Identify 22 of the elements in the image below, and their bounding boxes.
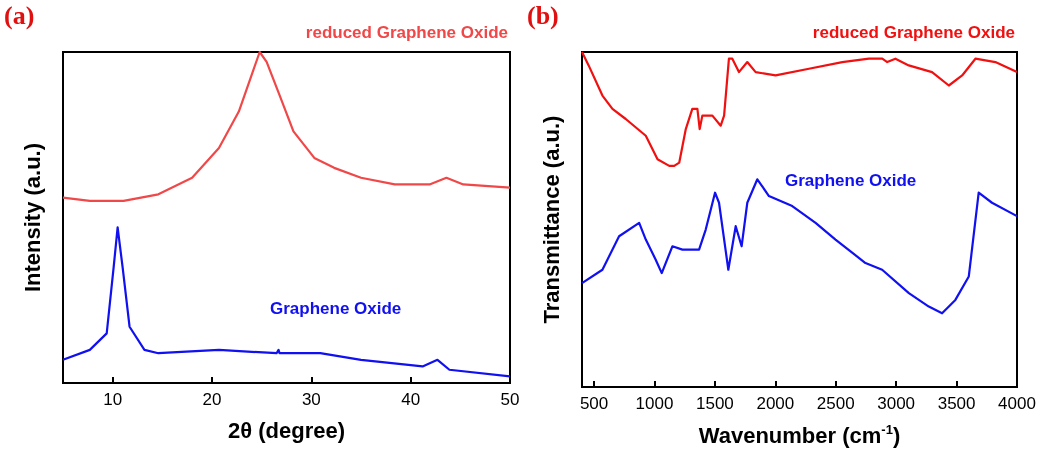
series-label: Graphene Oxide xyxy=(785,171,917,190)
x-tick-label: 10 xyxy=(103,390,123,409)
x-tick-label: 20 xyxy=(202,390,222,409)
text: (b) xyxy=(527,0,559,30)
x-tick-label: 500 xyxy=(579,394,609,413)
x-tick-label: 3500 xyxy=(937,394,976,413)
x-tick-label: 30 xyxy=(301,390,321,409)
x-tick-label: 2000 xyxy=(756,394,795,413)
y-axis-title: Intensity (a.u.) xyxy=(19,142,45,293)
text: (a) xyxy=(4,0,35,30)
series-label: reduced Graphene Oxide xyxy=(812,23,1015,42)
x-tick-label: 1000 xyxy=(635,394,674,413)
x-tick-label: 2500 xyxy=(816,394,855,413)
x-tick-label: 50 xyxy=(500,390,520,409)
x-axis-title: 2θ (degree) xyxy=(227,417,346,443)
x-tick-label: 40 xyxy=(401,390,421,409)
x-tick-label: 3000 xyxy=(877,394,916,413)
x-tick-label: 1500 xyxy=(696,394,734,413)
x-tick-label: 4000 xyxy=(998,394,1036,413)
y-axis-title: Transmittance (a.u.) xyxy=(538,115,564,324)
series-label: Graphene Oxide xyxy=(270,299,402,318)
text: reduced Graphene Oxide xyxy=(305,23,508,42)
